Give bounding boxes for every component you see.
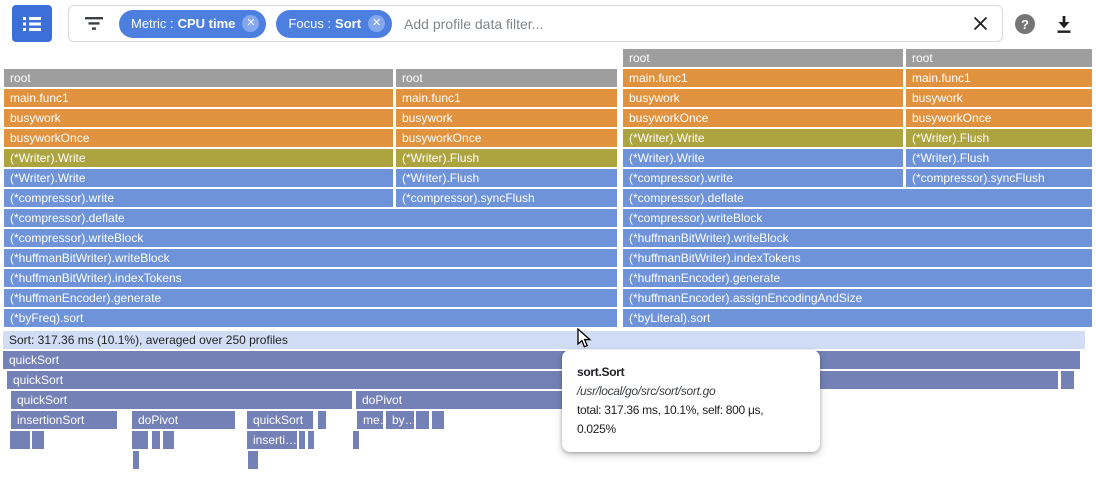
flame-frame[interactable] <box>32 431 38 449</box>
flame-frame[interactable]: quickSort <box>3 351 1080 369</box>
flame-frame[interactable]: by… <box>386 411 414 429</box>
tooltip-function-name: sort.Sort <box>577 365 625 379</box>
chip-value-label: CPU time <box>177 16 236 31</box>
flame-frame[interactable] <box>438 411 444 429</box>
flame-frame[interactable]: me… <box>357 411 383 429</box>
flame-frame[interactable]: busyworkOnce <box>906 109 1092 127</box>
flame-frame[interactable]: busyworkOnce <box>4 129 393 147</box>
flame-frame[interactable]: quickSort <box>11 391 352 409</box>
flame-frame[interactable] <box>152 431 160 449</box>
chip-key-label: Metric : <box>131 16 174 31</box>
flame-frame[interactable]: quickSort <box>247 411 313 429</box>
flame-frame[interactable] <box>168 431 174 449</box>
flame-frame[interactable] <box>318 411 326 429</box>
flame-frame[interactable]: root <box>4 69 393 87</box>
flame-frame[interactable]: (*compressor).deflate <box>623 189 1092 207</box>
profile-list-button[interactable] <box>12 5 52 42</box>
flame-frame[interactable]: root <box>906 49 1092 67</box>
filter-chip-focus[interactable]: Focus : Sort ✕ <box>276 9 393 38</box>
flame-frame[interactable] <box>163 431 169 449</box>
flame-frame[interactable]: doPivot <box>132 411 235 429</box>
clear-filter-icon[interactable] <box>973 16 988 31</box>
flame-frame[interactable]: (*Writer).Write <box>623 129 903 147</box>
flame-frame[interactable] <box>432 411 438 429</box>
flame-frame[interactable]: busywork <box>396 109 617 127</box>
flame-frame[interactable]: (*compressor).syncFlush <box>906 169 1092 187</box>
flame-frame[interactable]: (*Writer).Flush <box>396 169 617 187</box>
flame-frame[interactable] <box>353 431 359 449</box>
flame-frame[interactable]: root <box>623 49 903 67</box>
flame-frame[interactable]: (*compressor).writeBlock <box>4 229 617 247</box>
flame-frame[interactable]: (*huffmanEncoder).generate <box>623 269 1092 287</box>
flame-frame[interactable]: root <box>396 69 617 87</box>
flame-frame[interactable] <box>252 451 258 469</box>
flame-frame[interactable]: (*huffmanEncoder).generate <box>4 289 617 307</box>
flame-focus-row[interactable]: Sort: 317.36 ms (10.1%), averaged over 2… <box>3 331 1085 349</box>
filter-chip-metric[interactable]: Metric : CPU time ✕ <box>119 9 267 38</box>
flame-frame[interactable]: busywork <box>623 89 903 107</box>
flame-frame[interactable]: (*compressor).writeBlock <box>623 209 1092 227</box>
flame-frame[interactable]: (*huffmanBitWriter).writeBlock <box>623 229 1092 247</box>
toolbar: Metric : CPU time ✕ Focus : Sort ✕ ? <box>0 0 1096 48</box>
flame-frame[interactable]: busywork <box>906 89 1092 107</box>
mouse-cursor <box>577 328 592 348</box>
flame-frame[interactable]: (*huffmanEncoder).assignEncodingAndSize <box>623 289 1092 307</box>
flame-frame[interactable]: insertionSort <box>11 411 117 429</box>
flame-frame[interactable] <box>38 431 44 449</box>
flame-frame[interactable]: busyworkOnce <box>623 109 903 127</box>
view-list-icon <box>23 16 41 31</box>
flame-frame[interactable]: (*Writer).Write <box>4 149 393 167</box>
flame-frame[interactable]: (*Writer).Write <box>623 149 903 167</box>
flame-frame[interactable]: (*huffmanBitWriter).indexTokens <box>623 249 1092 267</box>
filter-bar[interactable]: Metric : CPU time ✕ Focus : Sort ✕ <box>68 5 1003 42</box>
tooltip-stats: total: 317.36 ms, 10.1%, self: 800 μs, 0… <box>577 403 764 436</box>
chip-key-label: Focus : <box>288 16 332 31</box>
flame-frame[interactable]: main.func1 <box>906 69 1092 87</box>
flame-frame[interactable] <box>308 431 314 449</box>
chip-value-label: Sort <box>335 16 362 31</box>
flame-frame[interactable]: (*Writer).Write <box>4 169 393 187</box>
flame-frame[interactable] <box>416 411 429 429</box>
filter-input[interactable] <box>402 14 973 33</box>
flame-frame[interactable]: (*Writer).Flush <box>396 149 617 167</box>
flame-frame[interactable]: (*compressor).write <box>623 169 903 187</box>
flame-frame[interactable]: busywork <box>4 109 393 127</box>
flame-frame[interactable]: (*byFreq).sort <box>4 309 617 327</box>
flame-frame[interactable]: main.func1 <box>623 69 903 87</box>
flame-frame[interactable]: (*compressor).deflate <box>4 209 617 227</box>
flame-frame[interactable] <box>299 431 305 449</box>
help-icon[interactable]: ? <box>1015 14 1035 34</box>
flame-frame[interactable] <box>132 431 148 449</box>
frame-tooltip: sort.Sort /usr/local/go/src/sort/sort.go… <box>562 350 820 452</box>
tooltip-source-path: /usr/local/go/src/sort/sort.go <box>577 384 716 398</box>
flame-frame[interactable]: (*huffmanBitWriter).indexTokens <box>4 269 617 287</box>
flame-frame[interactable]: (*Writer).Flush <box>906 129 1092 147</box>
flame-frame[interactable] <box>10 431 30 449</box>
flame-frame[interactable]: (*Writer).Flush <box>906 149 1092 167</box>
flame-frame[interactable]: main.func1 <box>396 89 617 107</box>
flame-frame[interactable]: inserti… <box>247 431 297 449</box>
flame-frame[interactable] <box>248 451 254 469</box>
download-icon[interactable] <box>1054 14 1074 34</box>
remove-chip-icon[interactable]: ✕ <box>368 15 386 32</box>
filter-list-icon <box>85 17 103 30</box>
flame-frame[interactable]: (*compressor).syncFlush <box>396 189 617 207</box>
remove-chip-icon[interactable]: ✕ <box>242 15 260 32</box>
flame-frame[interactable]: busyworkOnce <box>396 129 617 147</box>
flame-frame[interactable]: (*compressor).write <box>4 189 393 207</box>
flame-frame[interactable]: main.func1 <box>4 89 393 107</box>
flame-frame[interactable]: quickSort <box>7 371 1058 389</box>
flame-frame[interactable]: (*byLiteral).sort <box>623 309 1092 327</box>
flame-frame[interactable]: (*huffmanBitWriter).writeBlock <box>4 249 617 267</box>
flame-frame[interactable]: doPivot <box>356 391 562 409</box>
flame-frame[interactable] <box>1061 371 1074 389</box>
flame-frame[interactable] <box>133 451 139 469</box>
